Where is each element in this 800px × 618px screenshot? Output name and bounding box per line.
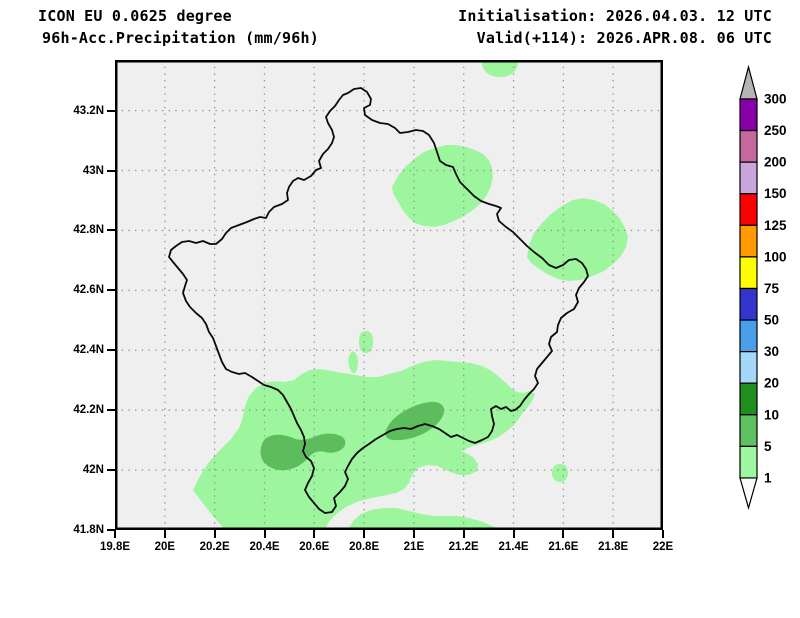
x-axis-tick-label: 20.2E bbox=[199, 541, 230, 553]
colorbar-boundary-label: 200 bbox=[764, 155, 787, 170]
colorbar-segment bbox=[739, 256, 758, 290]
colorbar-segment bbox=[739, 161, 758, 195]
y-axis-tick bbox=[107, 169, 115, 172]
y-axis-tick bbox=[107, 109, 115, 112]
x-axis-tick-label: 21E bbox=[403, 541, 425, 553]
y-axis-tick-label: 42N bbox=[82, 464, 104, 477]
colorbar-segment bbox=[739, 351, 758, 384]
precip-1-5-south-band bbox=[193, 360, 535, 530]
x-axis-tick bbox=[462, 530, 465, 538]
x-axis-tick bbox=[213, 530, 216, 538]
x-axis-tick-label: 20.4E bbox=[249, 541, 280, 553]
precipitation-map bbox=[115, 60, 663, 530]
x-axis-tick bbox=[313, 530, 316, 538]
colorbar-segment bbox=[739, 98, 758, 132]
x-axis-tick bbox=[662, 530, 664, 538]
x-axis-tick-label: 20.6E bbox=[299, 541, 330, 553]
graticule-gridlines bbox=[115, 60, 663, 530]
colorbar-boundary-label: 5 bbox=[764, 439, 772, 454]
x-axis-tick bbox=[163, 530, 166, 538]
precip-fill-layer bbox=[193, 60, 628, 530]
x-axis-tick bbox=[412, 530, 415, 538]
colorbar-legend: 300 250 200 150 125 100 75 50 30 20 10 5 1 bbox=[739, 64, 787, 511]
y-axis-tick-label: 42.6N bbox=[73, 284, 104, 297]
x-axis-tick bbox=[114, 530, 116, 538]
x-axis-tick bbox=[363, 530, 366, 538]
precip-1-5-southeast-spot bbox=[552, 464, 568, 482]
y-axis-tick-label: 43.2N bbox=[73, 104, 104, 117]
y-axis-tick-label: 43N bbox=[82, 164, 104, 177]
x-axis-tick-label: 19.8E bbox=[99, 541, 131, 553]
x-axis-tick-label: 21.8E bbox=[598, 541, 629, 553]
valid-time-label: Valid(+114): 2026.APR.08. 06 UTC bbox=[476, 29, 772, 47]
colorbar-boundary-label: 250 bbox=[764, 123, 787, 138]
colorbar-boundary-label: 150 bbox=[764, 186, 787, 201]
colorbar-segment bbox=[739, 382, 758, 416]
colorbar-boundary-label: 300 bbox=[764, 92, 787, 107]
precip-1-5-bottom-band bbox=[348, 508, 501, 530]
x-axis-tick bbox=[612, 530, 615, 538]
colorbar-segment bbox=[739, 129, 758, 163]
colorbar-boundary-label: 125 bbox=[764, 218, 787, 233]
precip-1-5-northeast-blob bbox=[527, 198, 628, 281]
y-axis-tick bbox=[107, 289, 115, 292]
colorbar-under-arrow bbox=[739, 477, 758, 511]
y-axis-tick bbox=[107, 229, 115, 232]
colorbar-segment bbox=[739, 287, 758, 321]
colorbar-boundary-label: 1 bbox=[764, 470, 772, 485]
y-axis-tick-label: 42.2N bbox=[73, 404, 104, 417]
initialisation-label: Initialisation: 2026.04.03. 12 UTC bbox=[458, 7, 772, 25]
colorbar-segment bbox=[739, 445, 758, 479]
x-axis-tick bbox=[263, 530, 266, 538]
precip-1-5-center-spot-a bbox=[359, 331, 373, 353]
map-frame-border bbox=[115, 60, 663, 530]
country-border-outline bbox=[168, 87, 589, 514]
model-title: ICON EU 0.0625 degree bbox=[38, 7, 232, 25]
y-axis-tick-label: 41.8N bbox=[73, 524, 104, 536]
colorbar-segment bbox=[739, 193, 758, 226]
precip-1-5-top-edge-patch bbox=[481, 60, 519, 77]
colorbar-segment bbox=[739, 319, 758, 353]
precip-1-5-center-spot-b bbox=[348, 351, 358, 374]
x-axis-tick bbox=[512, 530, 515, 538]
colorbar-boundary-label: 20 bbox=[764, 376, 779, 391]
x-axis-tick-label: 20E bbox=[154, 541, 176, 553]
precip-5-10-south-border-max bbox=[385, 401, 445, 441]
x-axis-tick bbox=[562, 530, 565, 538]
product-title: 96h-Acc.Precipitation (mm/96h) bbox=[42, 29, 319, 47]
map-area bbox=[115, 60, 663, 530]
colorbar-boundary-label: 30 bbox=[764, 344, 779, 359]
x-axis-tick-label: 22E bbox=[652, 541, 674, 553]
colorbar-boundary-label: 100 bbox=[764, 249, 787, 264]
y-axis-tick-label: 42.4N bbox=[73, 344, 104, 357]
y-axis-tick bbox=[107, 409, 115, 412]
y-axis-tick bbox=[107, 529, 115, 531]
colorbar-segment bbox=[739, 414, 758, 447]
colorbar-boundary-label: 10 bbox=[764, 407, 779, 422]
y-axis-tick bbox=[107, 349, 115, 352]
colorbar-boundary-label: 50 bbox=[764, 313, 779, 328]
y-axis-tick bbox=[107, 469, 115, 472]
colorbar-boundary-label: 75 bbox=[764, 281, 780, 296]
x-axis-tick-label: 21.6E bbox=[548, 541, 579, 553]
x-axis-tick-label: 21.4E bbox=[498, 541, 529, 553]
colorbar-over-arrow bbox=[739, 64, 758, 100]
y-axis-tick-label: 42.8N bbox=[73, 224, 104, 237]
precip-1-5-north-center bbox=[392, 145, 493, 227]
x-axis-tick-label: 21.2E bbox=[448, 541, 479, 553]
colorbar-segment bbox=[739, 224, 758, 258]
x-axis-tick-label: 20.8E bbox=[349, 541, 380, 553]
